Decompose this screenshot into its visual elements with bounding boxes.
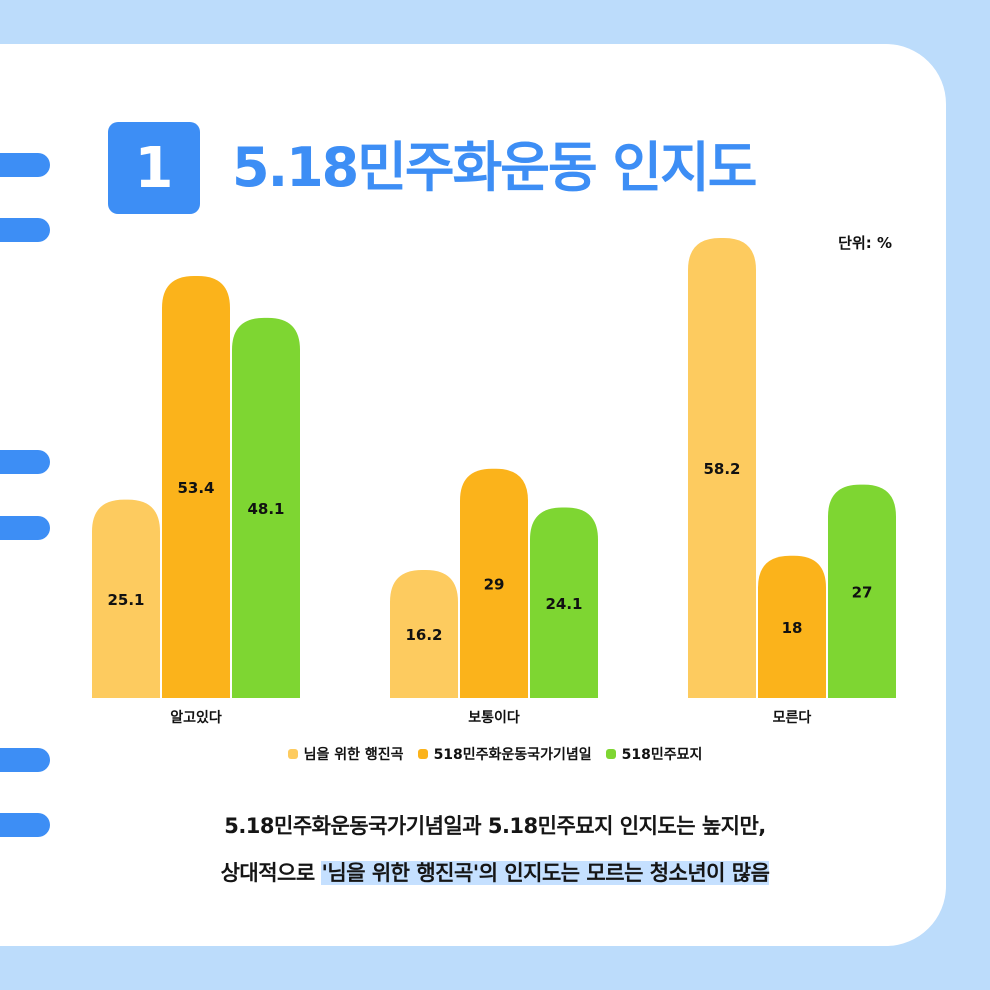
category-label: 보통이다 [468,709,520,726]
bar [162,275,230,698]
page-title: 5.18민주화운동 인지도 [232,136,757,199]
side-tab [0,450,50,474]
legend-label: 님을 위한 행진곡 [303,747,404,763]
bar [390,569,458,698]
data-label: 29 [484,575,505,593]
legend-item: 518민주화운동국가기념일 [417,744,592,764]
legend-label: 518민주화운동국가기념일 [433,747,592,763]
summary-line-2: 상대적으로 '님을 위한 행진곡'의 인지도는 모르는 청소년이 많음 [0,857,990,887]
bar [688,238,756,698]
bar [92,499,160,698]
side-tab [0,153,50,177]
side-tab [0,748,50,772]
data-label: 48.1 [247,500,284,518]
data-label: 53.4 [177,479,214,497]
chart-legend: 님을 위한 행진곡 518민주화운동국가기념일 518민주묘지 [0,744,990,764]
side-tab [0,218,50,242]
legend-swatch [287,749,298,759]
data-label: 24.1 [545,595,582,613]
legend-item: 님을 위한 행진곡 [287,744,404,764]
summary-highlight: '님을 위한 행진곡'의 인지도는 모르는 청소년이 많음 [321,861,770,885]
legend-swatch [605,749,616,759]
side-tab [0,813,50,837]
side-tab [0,516,50,540]
bar [530,507,598,698]
legend-swatch [417,749,428,759]
summary-prefix: 상대적으로 [220,861,322,885]
data-label: 58.2 [703,460,740,478]
data-label: 18 [782,619,803,637]
unit-label: 단위: % [838,234,892,252]
category-label: 알고있다 [170,710,222,726]
bar [232,317,300,698]
data-label: 27 [852,583,873,601]
legend-item: 518민주묘지 [605,744,703,764]
bar [758,555,826,698]
summary-line-1: 5.18민주화운동국가기념일과 5.18민주묘지 인지도는 높지만, [224,814,766,838]
bar [828,484,896,698]
bar [460,468,528,698]
legend-label: 518민주묘지 [621,747,703,763]
category-label: 모른다 [773,710,812,726]
data-label: 16.2 [405,626,442,644]
section-number-badge: 1 [108,122,200,214]
data-label: 25.1 [107,591,144,609]
